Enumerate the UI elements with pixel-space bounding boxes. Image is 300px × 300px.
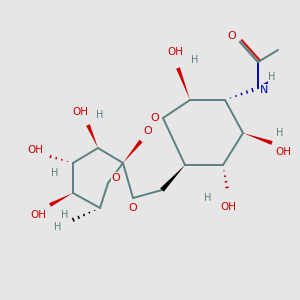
Text: O: O — [228, 31, 236, 41]
Text: OH: OH — [72, 107, 88, 117]
Text: H: H — [191, 55, 199, 65]
Polygon shape — [243, 133, 273, 145]
Text: O: O — [151, 113, 159, 123]
Text: H: H — [204, 193, 212, 203]
Text: O: O — [144, 126, 152, 136]
Text: OH: OH — [30, 210, 46, 220]
Text: O: O — [129, 203, 137, 213]
Text: OH: OH — [275, 147, 291, 157]
Text: OH: OH — [167, 47, 183, 57]
Polygon shape — [176, 67, 190, 100]
Text: H: H — [61, 210, 69, 220]
Text: O: O — [112, 173, 120, 183]
Polygon shape — [49, 193, 73, 207]
Polygon shape — [86, 124, 98, 148]
Text: H: H — [54, 222, 62, 232]
Text: OH: OH — [27, 145, 43, 155]
Text: H: H — [276, 128, 284, 138]
Polygon shape — [123, 140, 142, 163]
Text: OH: OH — [220, 202, 236, 212]
Text: H: H — [51, 168, 59, 178]
Text: H: H — [96, 110, 104, 120]
Text: H: H — [268, 72, 276, 82]
Text: N: N — [260, 85, 268, 95]
Polygon shape — [160, 165, 185, 192]
